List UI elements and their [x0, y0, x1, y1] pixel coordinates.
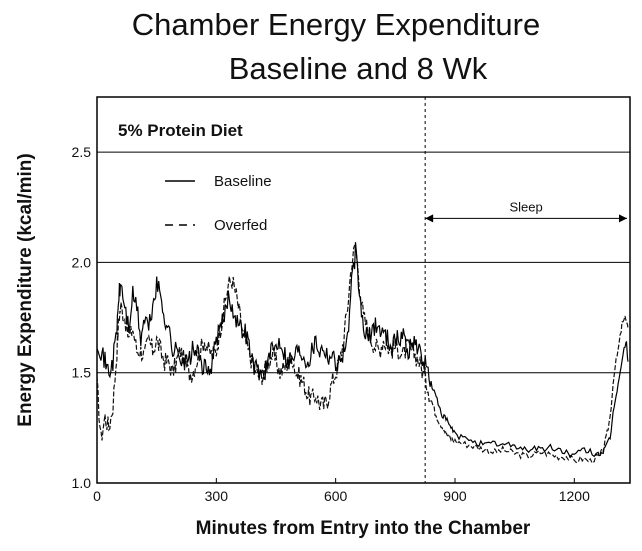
- y-tick-label: 2.5: [72, 144, 92, 160]
- x-tick-label: 1200: [559, 488, 590, 504]
- inset-title: 5% Protein Diet: [118, 121, 243, 140]
- chart-title-line-1: Chamber Energy Expenditure: [132, 7, 540, 42]
- grid-lines: [97, 151, 630, 374]
- chart-title-line-2: Baseline and 8 Wk: [229, 51, 488, 86]
- legend-label-overfed: Overfed: [214, 217, 267, 234]
- legend: Baseline Overfed: [165, 173, 272, 234]
- y-tick-label: 1.5: [72, 365, 92, 381]
- x-tick-label: 0: [93, 488, 101, 504]
- y-tick-label: 1.0: [72, 475, 92, 491]
- x-tick-label: 600: [324, 488, 348, 504]
- y-axis-label: Energy Expenditure (kcal/min): [15, 153, 36, 426]
- plot-frame: [96, 96, 631, 484]
- series-line-baseline: [96, 242, 629, 459]
- sleep-arrow: Sleep: [425, 199, 627, 223]
- sleep-arrow-right-head: [619, 214, 627, 223]
- x-axis-label: Minutes from Entry into the Chamber: [196, 518, 531, 539]
- y-axis-ticks: 1.0 1.5 2.0 2.5: [72, 144, 92, 491]
- sleep-label: Sleep: [509, 199, 542, 214]
- x-tick-label: 900: [443, 488, 467, 504]
- x-tick-label: 300: [205, 488, 229, 504]
- legend-label-baseline: Baseline: [214, 173, 272, 190]
- y-tick-label: 2.0: [72, 254, 92, 270]
- series-line-overfed: [96, 244, 629, 464]
- sleep-arrow-left-head: [425, 214, 434, 223]
- x-axis-ticks: 0 300 600 900 1200: [93, 478, 590, 504]
